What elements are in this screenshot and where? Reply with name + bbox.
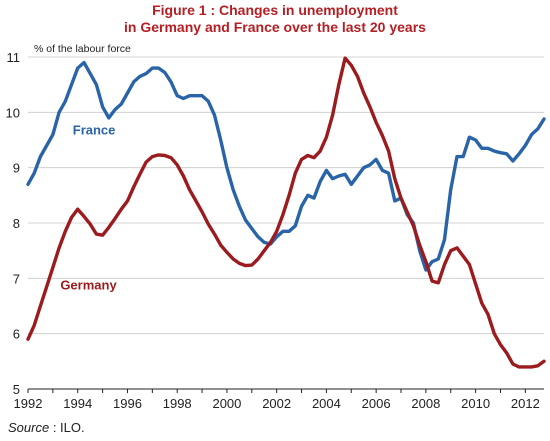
chart-title-line-2: in Germany and France over the last 20 y… bbox=[124, 19, 426, 35]
y-axis-label: % of the labour force bbox=[34, 43, 131, 55]
chart-title: Figure 1 : Changes in unemployment in Ge… bbox=[0, 2, 550, 36]
y-tick-label: 5 bbox=[13, 382, 20, 397]
x-tick-label: 1998 bbox=[163, 396, 192, 411]
source-text: : ILO. bbox=[49, 420, 85, 435]
gridlines bbox=[28, 56, 544, 335]
y-tick-label: 11 bbox=[7, 50, 21, 65]
y-tick-label: 9 bbox=[13, 161, 20, 176]
x-tick-label: 2012 bbox=[511, 396, 540, 411]
source-note: Source : ILO. bbox=[8, 420, 85, 435]
x-tick-label: 2002 bbox=[262, 396, 291, 411]
y-tick-label: 10 bbox=[6, 105, 20, 120]
x-tick-label: 2006 bbox=[362, 396, 391, 411]
x-tick-label: 1994 bbox=[63, 396, 92, 411]
series-line-germany bbox=[26, 56, 546, 369]
series-label-france: France bbox=[73, 122, 116, 137]
x-tick-label: 2008 bbox=[411, 396, 440, 411]
x-tick-label: 1996 bbox=[113, 396, 142, 411]
x-tick-label: 2004 bbox=[312, 396, 341, 411]
x-tick-label: 2000 bbox=[212, 396, 241, 411]
x-tick-label: 1992 bbox=[14, 396, 43, 411]
series-label-germany: Germany bbox=[60, 277, 117, 292]
chart-title-line-1: Figure 1 : Changes in unemployment bbox=[152, 2, 398, 18]
series-line-france bbox=[26, 60, 546, 272]
axes: 5 6 7 8 9 10 11 1992 1994 1996 1998 2000 2002 2004 200… bbox=[6, 50, 544, 411]
series-layer: France Germany bbox=[26, 56, 546, 369]
source-label: Source bbox=[8, 420, 50, 435]
y-tick-label: 6 bbox=[13, 327, 20, 342]
y-tick-label: 7 bbox=[13, 271, 20, 286]
x-tick-label: 2010 bbox=[461, 396, 490, 411]
y-tick-label: 8 bbox=[13, 216, 20, 231]
